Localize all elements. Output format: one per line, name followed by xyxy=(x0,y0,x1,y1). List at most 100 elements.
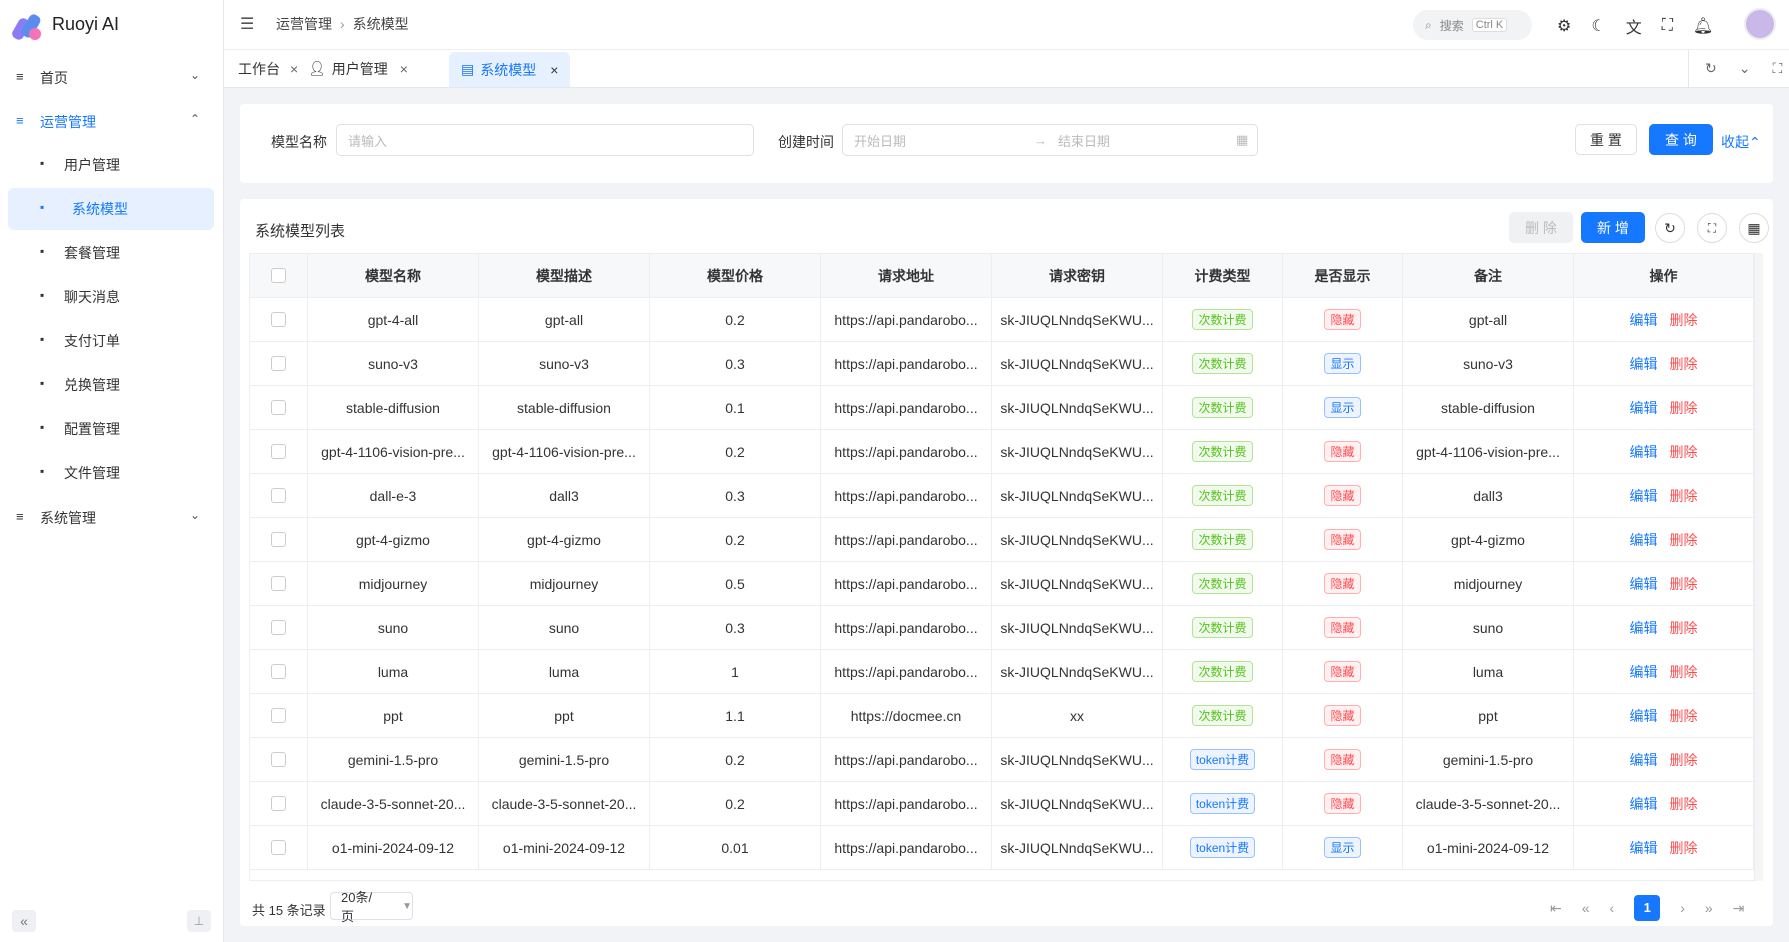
add-button[interactable]: 新 增 xyxy=(1581,212,1645,243)
edit-link[interactable]: 编辑 xyxy=(1630,794,1658,814)
page-size-text: 20条/页 xyxy=(341,887,380,925)
checkbox[interactable] xyxy=(271,620,286,635)
cell: token计费 xyxy=(1163,826,1283,870)
tab-active[interactable]: ▤系统模型× xyxy=(449,52,570,87)
checkbox[interactable] xyxy=(271,268,286,283)
first-page[interactable]: ⇤ xyxy=(1550,900,1562,917)
delete-link[interactable]: 删除 xyxy=(1670,794,1698,814)
delete-button[interactable]: 删 除 xyxy=(1509,212,1573,243)
edit-link[interactable]: 编辑 xyxy=(1630,442,1658,462)
menu-item[interactable]: ≡系统管理⌄ xyxy=(0,496,224,540)
checkbox[interactable] xyxy=(271,576,286,591)
checkbox[interactable] xyxy=(271,840,286,855)
tab-close[interactable]: × xyxy=(550,62,558,78)
delete-link[interactable]: 删除 xyxy=(1670,354,1698,374)
submenu-item[interactable]: ▪套餐管理 xyxy=(0,232,224,274)
breadcrumb-item[interactable]: 运营管理 xyxy=(276,14,332,34)
tag: 显示 xyxy=(1324,837,1360,858)
reset-button[interactable]: 重 置 xyxy=(1575,124,1637,155)
delete-link[interactable]: 删除 xyxy=(1670,838,1698,858)
checkbox[interactable] xyxy=(271,488,286,503)
delete-link[interactable]: 删除 xyxy=(1670,662,1698,682)
submenu-item[interactable]: ▪聊天消息 xyxy=(0,276,224,318)
name-input[interactable]: 请输入 xyxy=(336,124,754,156)
query-button[interactable]: 查 询 xyxy=(1649,124,1713,155)
table-row xyxy=(250,870,1754,881)
checkbox[interactable] xyxy=(271,664,286,679)
checkbox[interactable] xyxy=(271,444,286,459)
page-size[interactable]: 20条/页▼ xyxy=(330,892,413,920)
tab[interactable]: 工作台 × xyxy=(238,50,298,87)
tab-close[interactable]: × xyxy=(400,61,408,77)
refresh-button[interactable]: ↻ xyxy=(1655,213,1685,243)
pin-sidebar[interactable]: ⊥ xyxy=(187,910,211,932)
edit-link[interactable]: 编辑 xyxy=(1630,398,1658,418)
collapse-link[interactable]: 收起⌃ xyxy=(1721,132,1761,152)
edit-link[interactable]: 编辑 xyxy=(1630,662,1658,682)
page-current[interactable]: 1 xyxy=(1634,895,1660,921)
end-date: 结束日期 xyxy=(1058,131,1236,150)
delete-link[interactable]: 删除 xyxy=(1670,530,1698,550)
dropdown-icon[interactable]: ⌄ xyxy=(1739,60,1751,77)
edit-link[interactable]: 编辑 xyxy=(1630,574,1658,594)
menu-item[interactable]: ≡运营管理⌃ xyxy=(0,100,224,144)
delete-link[interactable]: 删除 xyxy=(1670,706,1698,726)
menu-icon: ≡ xyxy=(16,113,24,128)
edit-link[interactable]: 编辑 xyxy=(1630,706,1658,726)
checkbox[interactable] xyxy=(271,796,286,811)
checkbox[interactable] xyxy=(271,752,286,767)
delete-link[interactable]: 删除 xyxy=(1670,398,1698,418)
edit-link[interactable]: 编辑 xyxy=(1630,354,1658,374)
submenu-item[interactable]: ▪用户管理 xyxy=(0,144,224,186)
delete-link[interactable]: 删除 xyxy=(1670,574,1698,594)
prev-page[interactable]: ‹ xyxy=(1610,900,1615,916)
edit-link[interactable]: 编辑 xyxy=(1630,486,1658,506)
edit-link[interactable]: 编辑 xyxy=(1630,750,1658,770)
settings-icon[interactable]: ⚙ xyxy=(1557,16,1571,36)
checkbox[interactable] xyxy=(271,708,286,723)
search[interactable]: ⌕搜索Ctrl K xyxy=(1413,10,1532,40)
delete-link[interactable]: 删除 xyxy=(1670,310,1698,330)
submenu-item[interactable]: ▪支付订单 xyxy=(0,320,224,362)
refresh-icon[interactable]: ↻ xyxy=(1705,60,1717,77)
last-page[interactable]: ⇥ xyxy=(1733,900,1745,917)
fullscreen-button[interactable]: ⛶ xyxy=(1697,213,1727,243)
menu-item[interactable]: ≡首页⌄ xyxy=(0,56,224,100)
tab-close[interactable]: × xyxy=(290,61,298,77)
cell: o1-mini-2024-09-12 xyxy=(1403,826,1574,870)
submenu-item[interactable]: ▪文件管理 xyxy=(0,452,224,494)
checkbox[interactable] xyxy=(271,312,286,327)
menu-toggle[interactable]: ☰ xyxy=(240,14,254,34)
next-page[interactable]: › xyxy=(1680,900,1685,916)
delete-link[interactable]: 删除 xyxy=(1670,750,1698,770)
edit-link[interactable]: 编辑 xyxy=(1630,530,1658,550)
theme-icon[interactable]: ☾ xyxy=(1591,16,1605,36)
date-range[interactable]: 开始日期→结束日期▦ xyxy=(842,124,1258,156)
avatar[interactable] xyxy=(1744,8,1776,40)
notification-icon[interactable]: 🔔︎ xyxy=(1693,16,1713,36)
checkbox[interactable] xyxy=(271,356,286,371)
submenu-item[interactable]: ▪系统模型 xyxy=(8,188,214,230)
tag: 隐藏 xyxy=(1324,309,1360,330)
prev-group[interactable]: « xyxy=(1582,900,1590,916)
separator: › xyxy=(340,16,345,32)
delete-link[interactable]: 删除 xyxy=(1670,618,1698,638)
checkbox[interactable] xyxy=(271,532,286,547)
fullscreen-icon[interactable]: ⛶ xyxy=(1662,17,1673,35)
delete-link[interactable]: 删除 xyxy=(1670,442,1698,462)
menu-label: 运营管理 xyxy=(40,112,96,132)
edit-link[interactable]: 编辑 xyxy=(1630,310,1658,330)
tab[interactable]: 👤︎用户管理× xyxy=(308,50,408,87)
maximize-icon[interactable]: ⛶ xyxy=(1772,60,1782,77)
submenu-item[interactable]: ▪兑换管理 xyxy=(0,364,224,406)
edit-link[interactable]: 编辑 xyxy=(1630,838,1658,858)
tab-label: 工作台 xyxy=(238,59,280,79)
delete-link[interactable]: 删除 xyxy=(1670,486,1698,506)
edit-link[interactable]: 编辑 xyxy=(1630,618,1658,638)
columns-button[interactable]: ▦ xyxy=(1739,213,1769,243)
submenu-item[interactable]: ▪配置管理 xyxy=(0,408,224,450)
checkbox[interactable] xyxy=(271,400,286,415)
language-icon[interactable]: 文 xyxy=(1626,14,1642,38)
next-group[interactable]: » xyxy=(1705,900,1713,916)
collapse-sidebar[interactable]: « xyxy=(12,910,36,932)
